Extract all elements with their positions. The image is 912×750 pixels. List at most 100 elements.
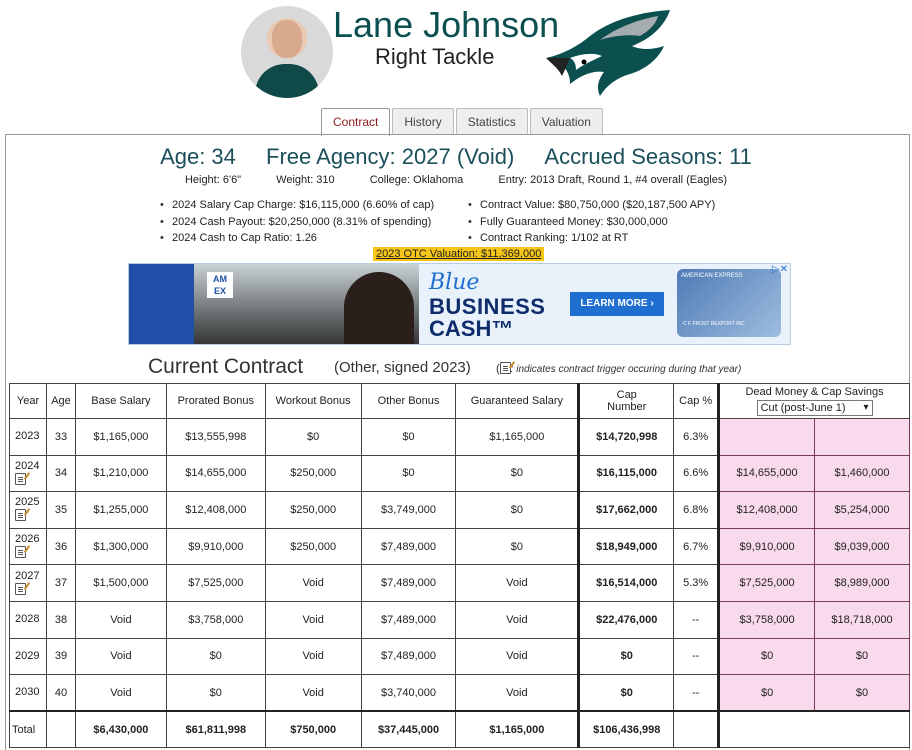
- col-guaranteed-salary: Guaranteed Salary: [455, 383, 580, 419]
- cell-cap-number: $18,949,000: [577, 527, 675, 566]
- entry-text: Entry: 2013 Draft, Round 1, #4 overall (…: [498, 174, 728, 186]
- cell-guaranteed-salary: $0: [455, 454, 580, 493]
- stat-cash-cap-ratio: 2024 Cash to Cap Ratio: 1.26: [160, 230, 434, 247]
- cell-other-bonus: $3,740,000: [360, 674, 457, 712]
- col-year: Year: [9, 383, 47, 419]
- current-contract-title: Current Contract: [148, 355, 304, 378]
- ad-headline-cash: CASH™: [429, 316, 514, 341]
- col-base-salary: Base Salary: [74, 383, 167, 419]
- cell-cap-percent: 6.6%: [673, 454, 720, 493]
- col-cap-percent: Cap %: [673, 383, 720, 419]
- cell-cap-percent: --: [673, 674, 720, 712]
- cell-cap-savings: $1,460,000: [814, 454, 910, 493]
- table-row: 2028 38 Void $3,758,000 Void $7,489,000 Void $2…: [9, 600, 910, 639]
- col-dead-money: Dead Money & Cap Savings Cut (post-June …: [717, 383, 910, 419]
- cell-workout-bonus: $0: [264, 418, 362, 456]
- table-row: 2023 33 $1,165,000 $13,555,998 $0 $0 $1,165,00…: [9, 418, 910, 456]
- cell-cap-number: $17,662,000: [577, 491, 675, 529]
- cell-cap-savings: $0: [814, 637, 910, 676]
- cell-dead-money: $9,910,000: [717, 527, 816, 566]
- otc-valuation-link[interactable]: 2023 OTC Valuation: $11,369,000: [373, 247, 545, 261]
- tab-bar: Contract History Statistics Valuation: [321, 108, 603, 136]
- trigger-note-icon[interactable]: [15, 509, 26, 522]
- cell-guaranteed-salary: $0: [455, 527, 580, 566]
- cell-dead-money: $3,758,000: [717, 600, 816, 639]
- dead-money-label: Dead Money & Cap Savings: [745, 386, 884, 398]
- cell-total-dead: [717, 710, 910, 749]
- cell-cap-savings: $0: [814, 674, 910, 712]
- eagles-logo-icon: [546, 10, 670, 96]
- ad-pattern: [129, 264, 194, 344]
- cell-cap-savings: $5,254,000: [814, 491, 910, 529]
- stat-cap-charge: 2024 Salary Cap Charge: $16,115,000 (6.6…: [160, 197, 434, 214]
- ad-learn-more-button[interactable]: LEARN MORE ›: [570, 292, 664, 316]
- col-age: Age: [45, 383, 76, 419]
- cell-dead-money: $0: [717, 637, 816, 676]
- cell-workout-bonus: $250,000: [264, 491, 362, 529]
- accrued-seasons-summary: Accrued Seasons: 11: [544, 144, 752, 169]
- cell-prorated-bonus: $14,655,000: [165, 454, 266, 493]
- cell-cap-percent: 5.3%: [673, 564, 720, 602]
- cell-other-bonus: $7,489,000: [360, 637, 457, 676]
- table-row: 2030 40 Void $0 Void $3,740,000 Void $0 -- $0 $0: [9, 674, 910, 712]
- cell-workout-bonus: Void: [264, 637, 362, 676]
- cut-scenario-select[interactable]: Cut (post-June 1): [756, 400, 873, 416]
- cell-age: 33: [45, 418, 76, 456]
- table-header-row: Year Age Base Salary Prorated Bonus Work…: [9, 383, 910, 419]
- cell-other-bonus: $7,489,000: [360, 564, 457, 602]
- ad-headline-blue: Blue: [429, 270, 480, 295]
- advertisement-banner[interactable]: AM EX Blue BUSINESS CASH™ LEARN MORE › A…: [128, 263, 791, 345]
- col-prorated-bonus: Prorated Bonus: [165, 383, 266, 419]
- trigger-note-icon[interactable]: [15, 582, 26, 595]
- ad-card-name: C F FROST REXPORT INC: [683, 321, 745, 327]
- cell-base-salary: $1,210,000: [74, 454, 167, 493]
- tab-contract[interactable]: Contract: [321, 108, 391, 136]
- player-avatar: [241, 6, 333, 98]
- cell-dead-money: $0: [717, 674, 816, 712]
- cell-other-bonus: $7,489,000: [360, 600, 457, 639]
- cell-guaranteed-salary: Void: [455, 637, 580, 676]
- tab-history[interactable]: History: [392, 108, 454, 135]
- cell-year: 2025: [9, 491, 47, 529]
- ad-card-brand: AMERICAN EXPRESS: [681, 273, 743, 279]
- stat-cash-payout: 2024 Cash Payout: $20,250,000 (8.31% of …: [160, 214, 434, 231]
- tab-statistics[interactable]: Statistics: [455, 108, 528, 135]
- trigger-legend-text: : indicates contract trigger occuring du…: [510, 364, 742, 375]
- cell-cap-number: $16,514,000: [577, 564, 675, 602]
- cell-age: 39: [45, 637, 76, 676]
- cell-base-salary: Void: [74, 637, 167, 676]
- cell-other-bonus: $7,489,000: [360, 527, 457, 566]
- stats-list-right: Contract Value: $80,750,000 ($20,187,500…: [468, 197, 715, 247]
- cell-cap-number: $14,720,998: [577, 418, 675, 456]
- college-text: College: Oklahoma: [369, 174, 464, 186]
- current-contract-subtitle: (Other, signed 2023): [334, 359, 471, 376]
- height-text: Height: 6'6": [184, 174, 242, 186]
- cell-dead-money: [717, 418, 816, 456]
- ad-close-icon[interactable]: ▷✕: [771, 264, 788, 275]
- stats-list-left: 2024 Salary Cap Charge: $16,115,000 (6.6…: [160, 197, 434, 247]
- contract-table: Year Age Base Salary Prorated Bonus Work…: [9, 383, 910, 749]
- cell-cap-number: $22,476,000: [577, 600, 675, 639]
- trigger-note-icon[interactable]: [15, 546, 26, 559]
- player-header: Lane Johnson Right Tackle: [0, 0, 912, 105]
- cell-workout-bonus: Void: [264, 564, 362, 602]
- cell-prorated-bonus: $9,910,000: [165, 527, 266, 566]
- cell-total-cap-number: $106,436,998: [577, 710, 675, 749]
- trigger-legend: (: indicates contract trigger occuring d…: [496, 362, 742, 375]
- tab-valuation[interactable]: Valuation: [529, 108, 603, 135]
- cell-year: 2028: [9, 600, 47, 639]
- cell-base-salary: $1,300,000: [74, 527, 167, 566]
- cell-total-age: [45, 710, 76, 749]
- table-row: 2026 36 $1,300,000 $9,910,000 $250,000 $7,489…: [9, 527, 910, 566]
- cell-base-salary: $1,500,000: [74, 564, 167, 602]
- player-position: Right Tackle: [375, 44, 495, 69]
- cell-prorated-bonus: $0: [165, 637, 266, 676]
- bio-line: Height: 6'6" Weight: 310 College: Oklaho…: [0, 174, 912, 186]
- cell-prorated-bonus: $12,408,000: [165, 491, 266, 529]
- cell-guaranteed-salary: $0: [455, 491, 580, 529]
- cell-prorated-bonus: $7,525,000: [165, 564, 266, 602]
- cell-guaranteed-salary: $1,165,000: [455, 418, 580, 456]
- weight-text: Weight: 310: [276, 174, 335, 186]
- trigger-note-icon[interactable]: [15, 472, 26, 485]
- contract-table-body: 2023 33 $1,165,000 $13,555,998 $0 $0 $1,165,00…: [9, 418, 910, 749]
